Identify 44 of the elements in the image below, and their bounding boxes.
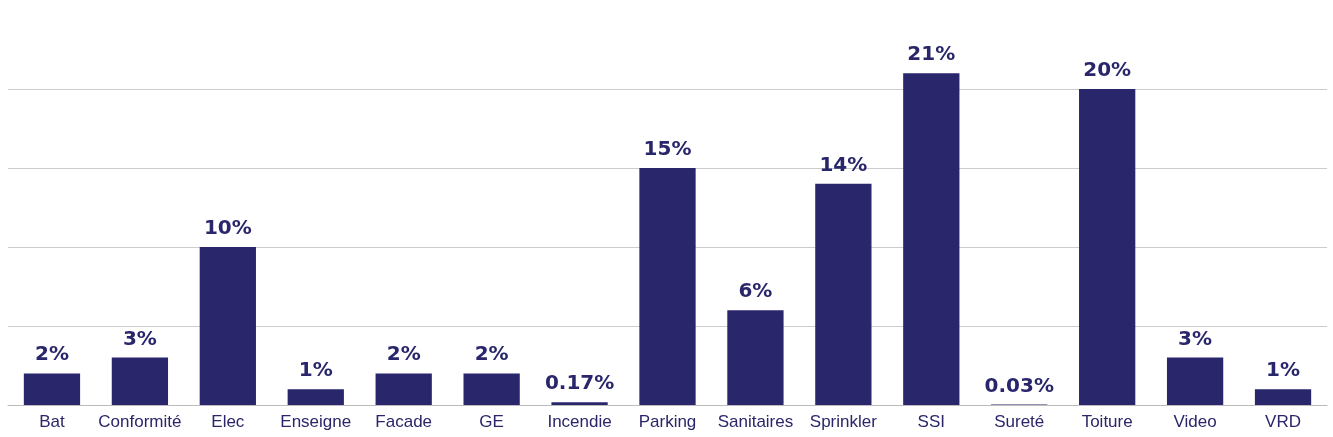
x-tick-label: Conformité (98, 412, 182, 431)
bar (199, 247, 256, 405)
x-tick-label: Toiture (1081, 412, 1133, 431)
x-tick-label: Bat (39, 412, 65, 431)
data-label: 3% (1178, 325, 1213, 350)
data-label: 6% (738, 278, 773, 303)
data-label: 21% (907, 41, 956, 66)
data-label: 15% (643, 136, 692, 160)
data-label: 2% (34, 341, 69, 366)
x-tick-label: GE (479, 412, 504, 431)
bar (1254, 389, 1312, 405)
bar (903, 73, 960, 405)
data-label: 14% (819, 151, 868, 176)
data-label: 3% (122, 325, 157, 350)
x-tick-label: Sureté (994, 412, 1045, 431)
data-label: 2% (474, 341, 509, 366)
x-tick-label: Sanitaires (717, 412, 794, 431)
bar (727, 310, 784, 405)
data-label: 1% (1266, 357, 1301, 382)
bar (463, 373, 520, 405)
x-tick-label: Sprinkler (809, 412, 878, 431)
data-label: 0.17% (544, 370, 615, 395)
data-label: 10% (203, 215, 252, 239)
x-tick-label: VRD (1265, 412, 1301, 431)
bar (639, 168, 696, 405)
x-tick-label: Enseigne (280, 412, 352, 431)
data-label: 2% (386, 341, 421, 366)
x-tick-label: Elec (211, 412, 245, 431)
bar (815, 183, 872, 405)
data-label: 20% (1083, 57, 1132, 81)
x-tick-label: Parking (638, 412, 697, 431)
x-tick-label: SSI (917, 412, 945, 431)
bar (1166, 357, 1224, 405)
data-label: 0.03% (984, 372, 1054, 397)
x-tick-label: Video (1173, 412, 1217, 431)
x-tick-label: Facade (375, 412, 433, 431)
bar (111, 357, 169, 405)
bar (375, 373, 432, 405)
bar (1079, 89, 1136, 405)
bar (551, 402, 608, 405)
x-tick-label: Incendie (547, 412, 612, 431)
data-label: 1% (298, 357, 333, 382)
bar (287, 389, 344, 405)
bar (23, 373, 81, 405)
